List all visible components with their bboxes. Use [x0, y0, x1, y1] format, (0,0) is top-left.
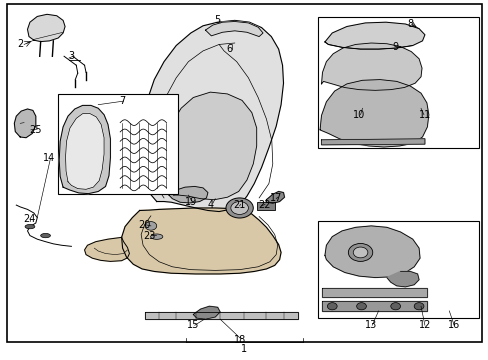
Text: 1: 1 — [241, 343, 247, 354]
Ellipse shape — [150, 234, 163, 239]
Polygon shape — [65, 113, 104, 189]
Circle shape — [327, 303, 336, 310]
Text: 9: 9 — [392, 42, 398, 52]
Circle shape — [225, 198, 253, 218]
Polygon shape — [140, 21, 283, 212]
Circle shape — [145, 222, 157, 230]
Polygon shape — [163, 92, 256, 200]
Polygon shape — [205, 22, 263, 37]
Text: 18: 18 — [233, 334, 245, 345]
Bar — [317, 17, 478, 148]
Text: 10: 10 — [352, 111, 365, 121]
Polygon shape — [27, 14, 65, 41]
Polygon shape — [14, 109, 36, 138]
Text: 13: 13 — [365, 320, 377, 330]
Text: 19: 19 — [184, 197, 197, 207]
Circle shape — [356, 303, 366, 310]
Text: 2: 2 — [17, 39, 23, 49]
Text: 24: 24 — [23, 215, 35, 224]
Polygon shape — [168, 186, 207, 203]
Polygon shape — [193, 306, 220, 319]
Text: 8: 8 — [407, 19, 412, 29]
Text: 12: 12 — [418, 320, 430, 330]
Circle shape — [352, 247, 367, 258]
Text: 3: 3 — [68, 51, 74, 61]
Text: 17: 17 — [269, 193, 282, 203]
Circle shape — [347, 243, 372, 261]
Polygon shape — [59, 105, 110, 194]
Polygon shape — [144, 312, 298, 319]
Circle shape — [230, 202, 248, 215]
Polygon shape — [320, 80, 428, 147]
Polygon shape — [325, 22, 424, 49]
Polygon shape — [386, 271, 418, 287]
Circle shape — [390, 303, 400, 310]
Polygon shape — [321, 288, 427, 297]
Ellipse shape — [25, 225, 35, 229]
Text: 7: 7 — [119, 96, 125, 106]
Text: 23: 23 — [143, 231, 155, 240]
Bar — [256, 202, 275, 211]
Text: 11: 11 — [418, 111, 430, 121]
Text: 4: 4 — [207, 200, 213, 210]
Text: 21: 21 — [233, 200, 245, 210]
Text: 5: 5 — [214, 15, 221, 26]
Polygon shape — [325, 226, 419, 278]
Text: 15: 15 — [187, 320, 199, 330]
Bar — [317, 221, 478, 318]
Polygon shape — [84, 237, 129, 261]
Polygon shape — [122, 208, 281, 274]
Polygon shape — [321, 43, 421, 90]
Text: 14: 14 — [43, 153, 56, 163]
Text: 25: 25 — [29, 125, 42, 135]
Polygon shape — [321, 301, 427, 311]
Polygon shape — [266, 192, 284, 203]
Text: 6: 6 — [226, 44, 232, 54]
Text: 22: 22 — [257, 200, 270, 210]
Text: 16: 16 — [447, 320, 459, 330]
Ellipse shape — [41, 233, 50, 238]
Polygon shape — [321, 139, 424, 145]
Bar — [58, 94, 177, 194]
Circle shape — [413, 303, 423, 310]
Text: 20: 20 — [138, 220, 150, 230]
